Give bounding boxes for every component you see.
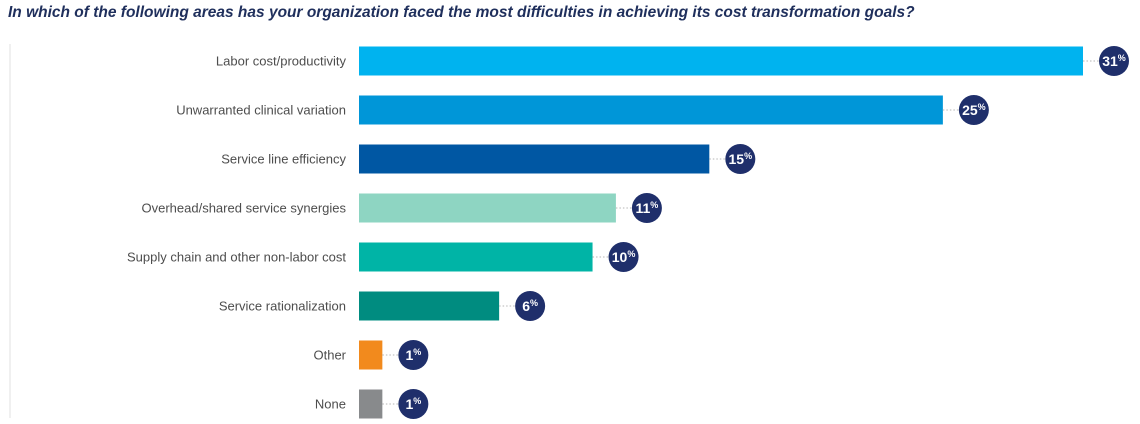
bar bbox=[359, 46, 1083, 76]
chart-title: In which of the following areas has your… bbox=[8, 4, 915, 21]
value-badge bbox=[958, 95, 989, 125]
category-label: None bbox=[315, 397, 346, 412]
bar-row: Service line efficiency 15% bbox=[221, 144, 756, 174]
value-label: 1% bbox=[405, 347, 421, 363]
category-label: Service rationalization bbox=[219, 299, 346, 314]
bar bbox=[359, 144, 710, 174]
value-label: 31% bbox=[1102, 53, 1126, 69]
bar bbox=[359, 95, 943, 125]
category-label: Overhead/shared service synergies bbox=[142, 201, 347, 216]
bar bbox=[359, 291, 500, 321]
category-label: Labor cost/productivity bbox=[216, 54, 347, 69]
category-label: Unwarranted clinical variation bbox=[176, 103, 346, 118]
category-label: Supply chain and other non-labor cost bbox=[127, 250, 346, 265]
value-label: 10% bbox=[612, 249, 636, 265]
bar-row: Labor cost/productivity 31% bbox=[216, 46, 1129, 76]
category-label: Other bbox=[313, 348, 346, 363]
bar bbox=[359, 193, 616, 223]
value-badge bbox=[608, 242, 639, 272]
value-label: 6% bbox=[522, 298, 538, 314]
bar-row: Supply chain and other non-labor cost 10% bbox=[127, 242, 639, 272]
value-badge bbox=[631, 193, 662, 223]
value-label: 15% bbox=[729, 151, 753, 167]
bar bbox=[359, 389, 383, 419]
bar-row: Unwarranted clinical variation 25% bbox=[176, 95, 989, 125]
value-badge bbox=[1099, 46, 1129, 76]
bar-row: Overhead/shared service synergies 11% bbox=[142, 193, 662, 223]
value-badge bbox=[398, 389, 429, 419]
bar-row: None 1% bbox=[315, 389, 429, 419]
value-badge bbox=[515, 291, 546, 321]
bar-row: Other 1% bbox=[313, 340, 429, 370]
bar bbox=[359, 242, 593, 272]
value-label: 11% bbox=[635, 200, 658, 216]
value-badge bbox=[398, 340, 429, 370]
bar-row: Service rationalization 6% bbox=[219, 291, 546, 321]
category-label: Service line efficiency bbox=[221, 152, 346, 167]
value-label: 1% bbox=[405, 396, 421, 412]
bar bbox=[359, 340, 383, 370]
value-label: 25% bbox=[962, 102, 986, 118]
value-badge bbox=[725, 144, 756, 174]
